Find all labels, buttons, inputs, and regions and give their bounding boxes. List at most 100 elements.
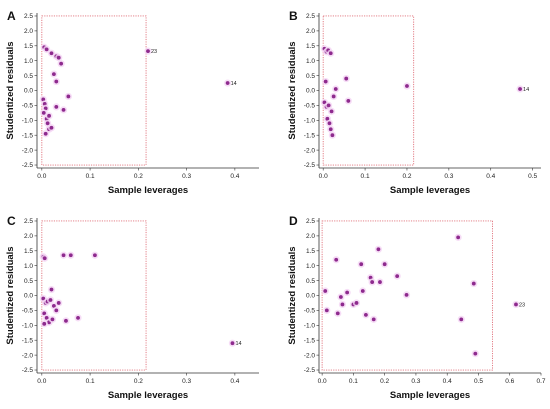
y-axis-label: Studentized residuals (5, 246, 16, 344)
x-tick-label: 0.4 (230, 173, 239, 180)
data-point (61, 253, 66, 258)
data-point (64, 318, 68, 323)
x-tick-label: 0.4 (443, 378, 452, 385)
y-tick-label: 1.0 (24, 58, 33, 65)
point-annotation: 14 (235, 341, 241, 347)
data-point (323, 79, 328, 84)
data-point (51, 304, 56, 308)
y-tick-label: -1.5 (22, 132, 34, 139)
x-tick-label: 0.1 (86, 378, 95, 385)
data-point (48, 298, 53, 302)
data-point (50, 317, 55, 322)
y-tick-label: -1.0 (304, 118, 316, 125)
y-tick-label: 0.5 (306, 278, 315, 285)
y-tick-label: -2.5 (22, 367, 34, 374)
y-tick-label: 2.5 (24, 13, 33, 20)
x-tick-label: 0.4 (230, 378, 239, 385)
y-tick-label: 0.5 (24, 278, 33, 285)
data-point (66, 94, 71, 99)
x-tick-label: 0.4 (486, 173, 495, 180)
data-point (44, 47, 49, 52)
data-point (146, 49, 150, 54)
y-axis-label: Studentized residuals (287, 41, 298, 139)
data-point (43, 106, 48, 111)
y-tick-label: -1.5 (304, 132, 316, 139)
data-point (382, 262, 387, 267)
panel-label: D (289, 214, 298, 228)
data-point (230, 341, 235, 346)
data-point (333, 87, 338, 91)
applicability-bound-box (41, 15, 147, 166)
data-point (354, 301, 359, 305)
data-point (41, 110, 46, 115)
y-tick-label: -0.5 (304, 103, 316, 110)
x-tick-label: 0.0 (318, 378, 327, 385)
y-tick-label: -2.0 (304, 352, 316, 359)
data-point (45, 121, 50, 126)
data-point (54, 104, 59, 109)
x-tick-label: 0.0 (37, 378, 46, 385)
y-tick-label: -1.0 (22, 118, 34, 125)
y-tick-label: 0.5 (24, 73, 33, 80)
panel-a: A -2.5 -2.0 -1.5 -1.0 -0.5 0.0 0.5 1.0 1.5 2.0 2.5 0… (5, 9, 259, 196)
y-tick-label: -2.5 (22, 162, 34, 169)
x-tick-label: 0.0 (37, 173, 46, 180)
x-tick-label: 0.1 (86, 173, 95, 180)
data-point (395, 274, 400, 279)
data-point (59, 61, 64, 66)
data-point (371, 317, 376, 322)
data-point (327, 121, 332, 126)
y-axis-label: Studentized residuals (5, 41, 16, 139)
point-annotation: 14 (231, 81, 237, 87)
data-point (326, 103, 331, 108)
y-tick-label: -1.5 (22, 337, 34, 344)
data-point (41, 296, 46, 301)
x-tick-label: 0.5 (474, 378, 483, 385)
y-tick-label: 2.5 (24, 218, 33, 225)
data-point (42, 311, 47, 316)
x-tick-label: 0.3 (444, 173, 453, 180)
x-tick-label: 0.3 (182, 173, 191, 180)
data-point (56, 55, 61, 60)
panel-label: A (7, 9, 16, 23)
y-tick-label: -1.0 (304, 323, 316, 330)
y-tick-label: -2.0 (22, 352, 34, 359)
data-point (405, 84, 409, 88)
y-tick-label: 1.5 (306, 248, 315, 255)
x-tick-label: 0.2 (134, 378, 143, 385)
y-tick-label: 2.0 (24, 28, 33, 35)
point-annotation: 14 (523, 87, 529, 93)
y-tick-label: -2.0 (22, 147, 34, 154)
y-tick-label: -2.0 (304, 147, 316, 154)
y-tick-label: -2.5 (304, 162, 316, 169)
data-point (325, 116, 330, 121)
data-point (330, 133, 335, 138)
y-tick-label: -0.5 (22, 103, 34, 110)
x-axis-label: Sample leverages (108, 390, 188, 401)
data-point (43, 131, 48, 136)
x-axis-label: Sample leverages (108, 185, 188, 196)
x-tick-label: 0.3 (182, 378, 191, 385)
data-point (49, 125, 54, 130)
y-tick-label: 0.5 (306, 73, 315, 80)
data-point (47, 113, 51, 118)
panel-b: B -2.5 -2.0 -1.5 -1.0 -0.5 0.0 0.5 1.0 1.5 2.0 2.5 0… (287, 9, 541, 196)
x-tick-label: 0.6 (505, 378, 514, 385)
y-tick-label: 1.0 (306, 58, 315, 65)
x-tick-label: 0.3 (411, 378, 420, 385)
x-tick-label: 0.2 (134, 173, 143, 180)
y-tick-label: -1.0 (22, 323, 34, 330)
data-point (456, 235, 461, 240)
x-tick-label: 0.2 (380, 378, 389, 385)
y-tick-label: -0.5 (22, 308, 34, 315)
y-tick-label: 2.0 (24, 233, 33, 240)
data-point (68, 253, 73, 258)
y-tick-label: 1.5 (24, 248, 33, 255)
data-point (334, 257, 339, 262)
applicability-bound-box (321, 220, 493, 371)
x-axis-label: Sample leverages (390, 185, 470, 196)
data-point (329, 109, 334, 114)
data-point (335, 311, 340, 316)
x-tick-label: 0.5 (528, 173, 537, 180)
